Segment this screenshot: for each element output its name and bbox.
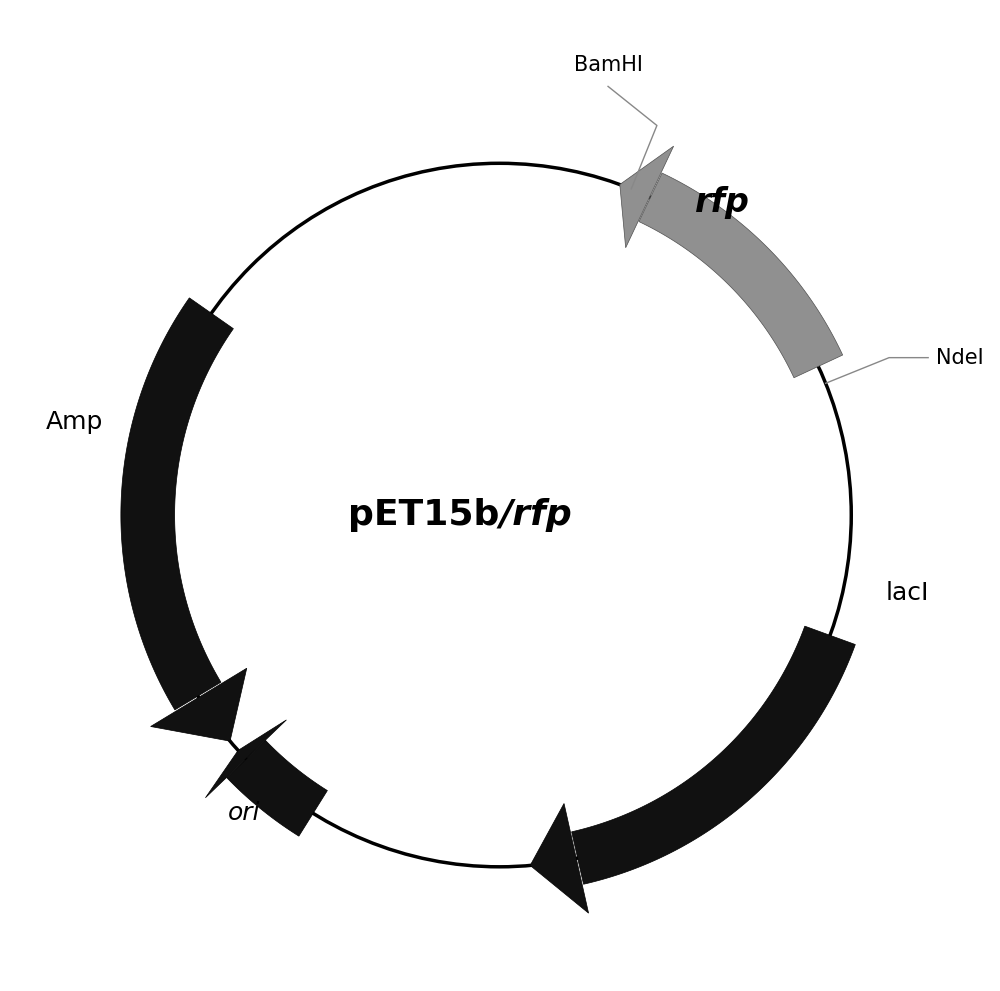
Text: NdeI: NdeI — [936, 348, 984, 368]
Polygon shape — [530, 804, 589, 913]
Text: lacI: lacI — [885, 581, 929, 606]
Text: BamHI: BamHI — [574, 55, 642, 74]
Polygon shape — [205, 719, 286, 798]
Polygon shape — [151, 668, 247, 741]
Text: Amp: Amp — [46, 410, 103, 434]
Text: pET15b: pET15b — [348, 498, 500, 532]
Text: /​rfp: /​rfp — [500, 498, 572, 532]
Text: ori: ori — [228, 801, 260, 826]
Polygon shape — [121, 298, 233, 710]
Polygon shape — [620, 146, 674, 248]
Polygon shape — [572, 626, 855, 884]
Polygon shape — [639, 173, 843, 378]
Polygon shape — [227, 740, 327, 836]
Text: rfp: rfp — [695, 186, 750, 219]
